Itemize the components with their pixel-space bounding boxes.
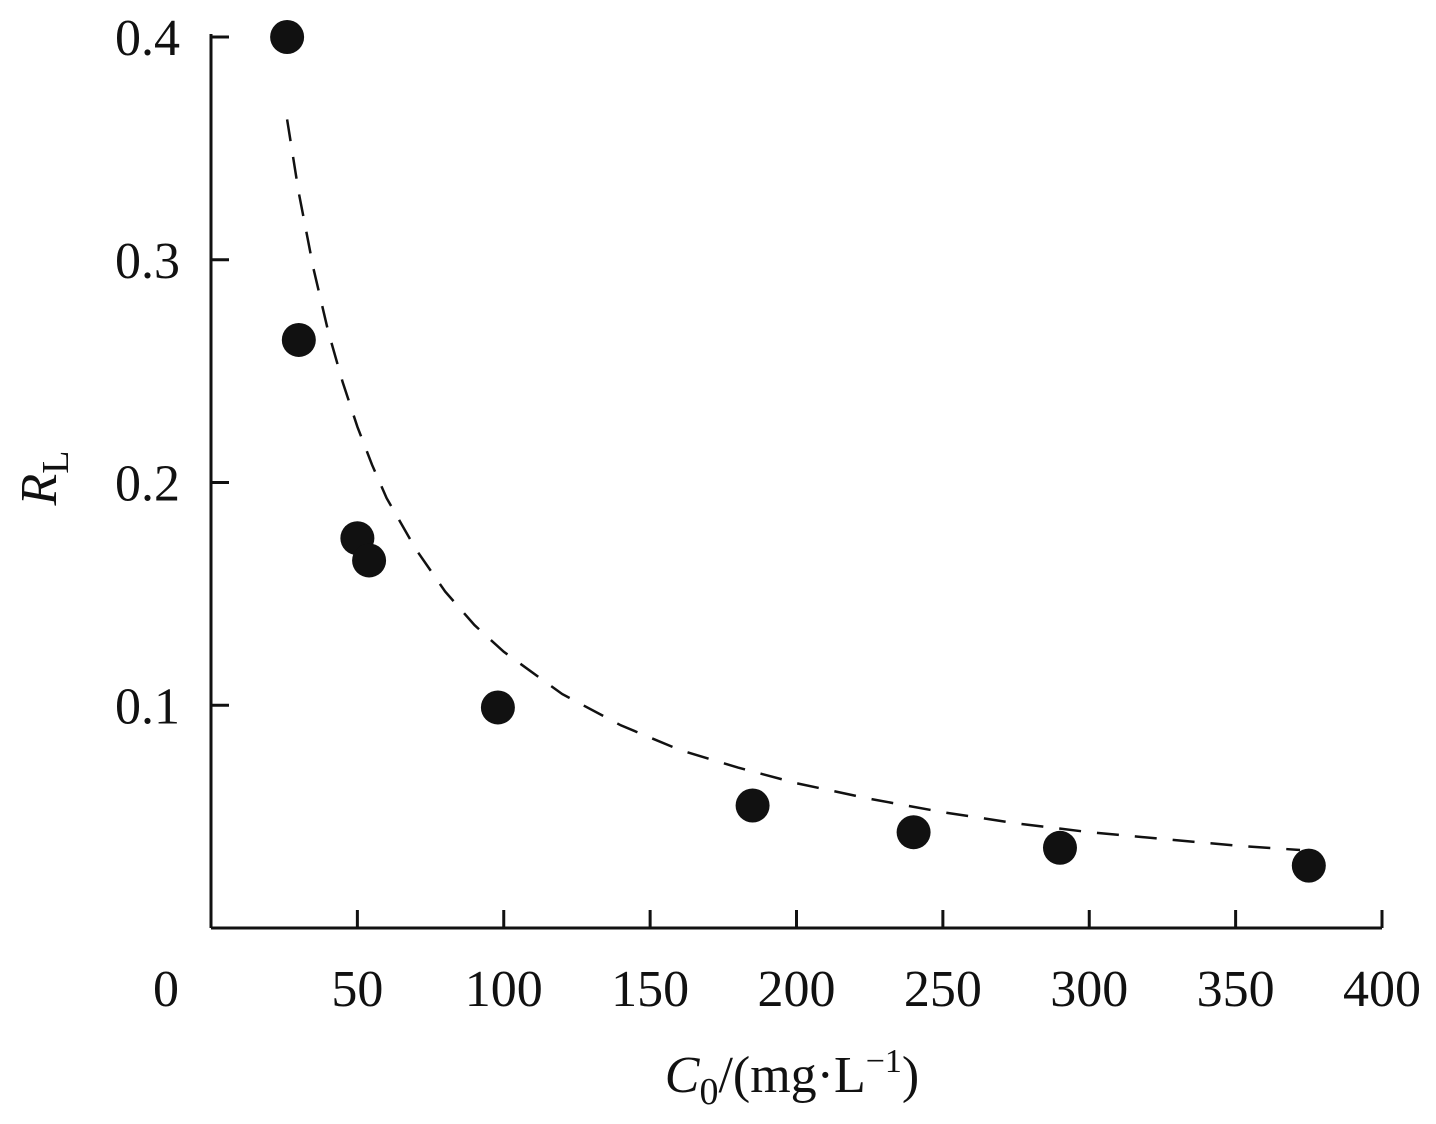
x-axis-unit-close: ): [902, 1047, 919, 1104]
data-point-4: [480, 690, 515, 725]
x-axis-title: C0/(mg·L−1): [665, 1043, 920, 1113]
data-points: [270, 20, 1326, 883]
data-point-0: [270, 20, 305, 54]
y-tick-label-0: 0.1: [115, 678, 180, 735]
data-point-1: [281, 322, 316, 357]
data-point-5: [735, 788, 770, 823]
y-tick-label-2: 0.3: [115, 233, 180, 290]
x-ticks: 0 50 100 150 200 250 300 350 400: [153, 910, 1421, 1018]
x-tick-label-3: 150: [611, 961, 689, 1018]
x-tick-label-1: 50: [331, 961, 383, 1018]
x-tick-label-7: 350: [1197, 961, 1275, 1018]
x-axis-unit: /(mg·L: [718, 1047, 865, 1104]
x-tick-label-4: 200: [758, 961, 836, 1018]
x-axis-var: C: [665, 1047, 701, 1104]
x-tick-label-8: 400: [1343, 961, 1421, 1018]
y-tick-label-3: 0.4: [115, 10, 180, 67]
y-axis-sub: L: [35, 451, 77, 474]
x-tick-label-2: 100: [465, 961, 543, 1018]
x-axis-sup: −1: [866, 1043, 902, 1080]
y-axis-title: RL: [11, 451, 77, 507]
x-tick-label-5: 250: [904, 961, 982, 1018]
x-tick-label-0: 0: [153, 961, 179, 1018]
fit-curve: [285, 119, 1301, 852]
y-axis-var: R: [11, 474, 68, 507]
x-tick-label-6: 300: [1050, 961, 1128, 1018]
y-tick-label-1: 0.2: [115, 456, 180, 513]
x-axis-sub: 0: [699, 1071, 718, 1113]
y-ticks: 0.1 0.2 0.3 0.4: [115, 10, 229, 735]
data-point-3: [352, 543, 387, 578]
data-point-7: [1042, 830, 1077, 865]
data-point-6: [896, 815, 931, 850]
data-point-8: [1291, 848, 1326, 883]
